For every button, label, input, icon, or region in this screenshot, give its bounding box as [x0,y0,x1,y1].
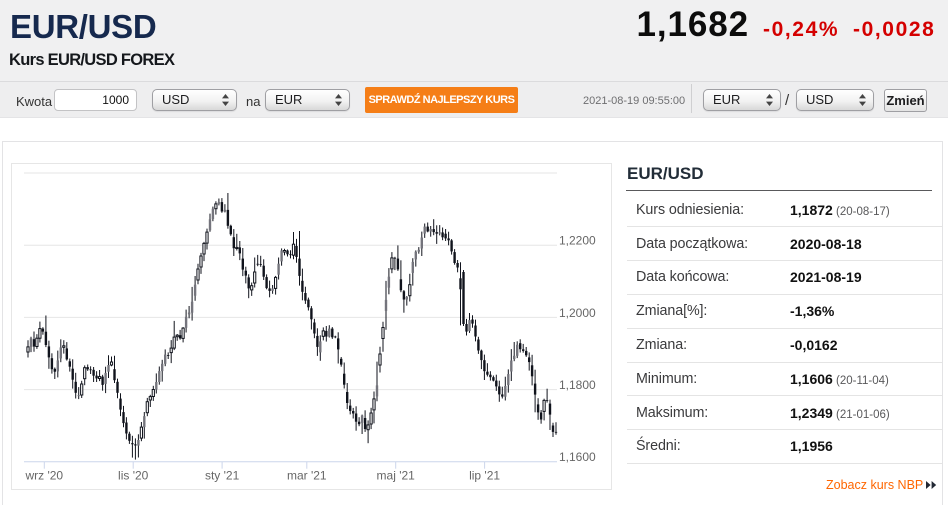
svg-text:1,1800: 1,1800 [559,378,596,392]
svg-text:1,2200: 1,2200 [559,234,596,248]
svg-text:lip '21: lip '21 [469,469,500,483]
svg-text:1,2000: 1,2000 [559,306,596,320]
svg-text:mar '21: mar '21 [287,469,327,483]
svg-text:1,1600: 1,1600 [559,450,596,464]
svg-text:lis '20: lis '20 [118,469,149,483]
svg-text:wrz '20: wrz '20 [24,469,63,483]
svg-text:maj '21: maj '21 [377,469,416,483]
svg-text:sty '21: sty '21 [205,469,240,483]
